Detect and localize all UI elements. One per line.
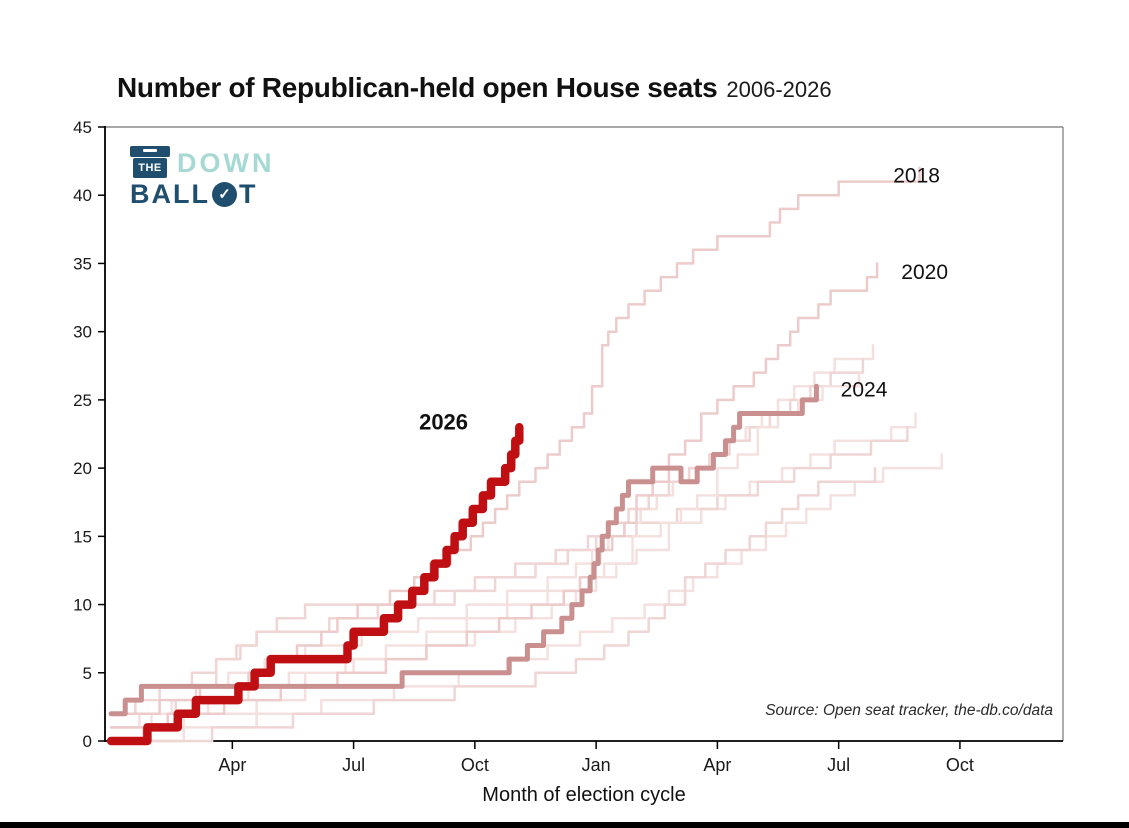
- year-label-2024: 2024: [841, 379, 888, 402]
- chart-title-period: 2006-2026: [726, 77, 832, 102]
- x-tick-label: Jul: [827, 755, 850, 775]
- chart-title-row: Number of Republican-held open House sea…: [117, 72, 832, 104]
- x-tick-label: Oct: [946, 755, 974, 775]
- y-tick-label: 25: [73, 391, 92, 410]
- logo-ballot-prefix: BALL: [130, 179, 210, 209]
- logo-row-1: THE DOWN: [130, 146, 274, 180]
- y-tick-label: 0: [83, 732, 92, 751]
- plot-spines: [104, 126, 1064, 742]
- y-tick-label: 15: [73, 527, 92, 546]
- ballot-box-body: THE: [133, 158, 167, 178]
- y-tick-label: 40: [73, 186, 92, 205]
- year-label-2020: 2020: [901, 261, 948, 284]
- y-tick-label: 30: [73, 323, 92, 342]
- x-tick-label: Oct: [461, 755, 489, 775]
- logo-check-icon: ✓: [211, 182, 237, 207]
- logo-down-text: DOWN: [177, 147, 275, 178]
- series-annotations: 2018 2020 2024 2026: [419, 164, 948, 434]
- year-label-2018: 2018: [893, 164, 940, 187]
- x-tick-label: Jan: [582, 755, 611, 775]
- y-tick-label: 20: [73, 459, 92, 478]
- x-tick-label: Apr: [218, 755, 246, 775]
- x-axis-title: Month of election cycle: [482, 784, 686, 806]
- bottom-border: [0, 822, 1129, 828]
- y-tick-label: 5: [83, 664, 92, 683]
- y-tick-label: 10: [73, 596, 92, 615]
- series-line-2010: [109, 466, 877, 743]
- y-tick-label: 45: [73, 118, 92, 137]
- x-tick-label: Jul: [342, 755, 365, 775]
- series-line-2020: [109, 262, 879, 729]
- downballot-logo: THE DOWN BALL ✓ T: [130, 146, 274, 208]
- ballot-box-slot: [143, 149, 157, 152]
- logo-ballot-suffix: T: [238, 179, 258, 209]
- logo-the-text: THE: [138, 162, 162, 174]
- year-label-2026: 2026: [419, 410, 468, 435]
- chart-title: Number of Republican-held open House sea…: [117, 72, 718, 103]
- series-line-2024: [108, 383, 819, 717]
- x-tick-label: Apr: [703, 755, 731, 775]
- ballot-box-lid: [130, 146, 170, 157]
- ballot-box-icon: THE: [130, 146, 170, 180]
- series-lines: [106, 166, 943, 746]
- y-tick-label: 35: [73, 254, 92, 273]
- source-note: Source: Open seat tracker, the-db.co/dat…: [765, 702, 1053, 719]
- series-line-2026: [106, 422, 524, 746]
- series-line-2012: [109, 357, 865, 715]
- logo-row-2: BALL ✓ T: [130, 181, 274, 208]
- series-line-2014: [109, 371, 861, 729]
- x-axis-ticks: Apr Jul Oct Jan Apr Jul Oct: [218, 741, 974, 775]
- series-line-2018: [109, 166, 921, 715]
- y-axis-ticks: 0 5 10 15 20 25 30 35 40 45: [73, 118, 105, 751]
